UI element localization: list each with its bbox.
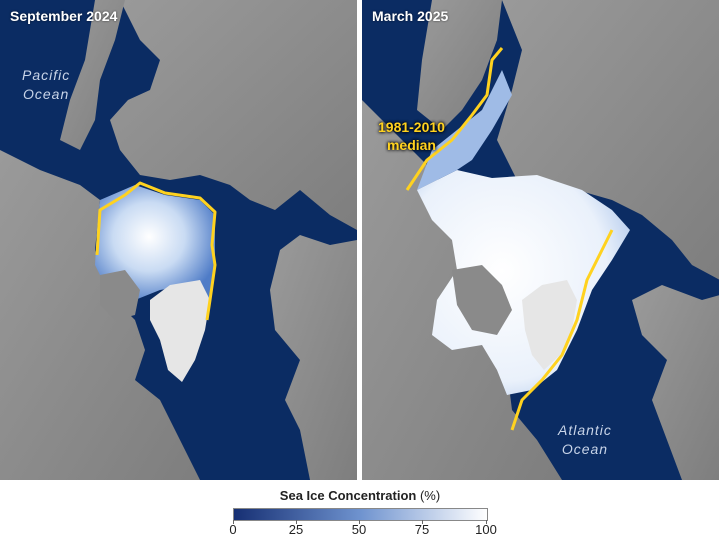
land-greenland bbox=[150, 280, 210, 382]
legend-tick-label: 75 bbox=[414, 522, 430, 537]
legend-tick-mark bbox=[296, 520, 297, 524]
ocean-label-line-1: Pacific bbox=[22, 67, 71, 83]
sea-ice-pacific-edge bbox=[417, 70, 512, 190]
legend-tick-mark bbox=[422, 520, 423, 524]
legend-color-bar bbox=[233, 508, 488, 521]
land-eurasia bbox=[110, 0, 357, 230]
legend-tick-mark bbox=[359, 520, 360, 524]
legend-title: Sea Ice Concentration (%) bbox=[0, 488, 720, 503]
land-alaska bbox=[417, 0, 502, 130]
land-scandinavia bbox=[632, 285, 719, 480]
ocean-label-line-2: Ocean bbox=[22, 86, 70, 102]
median-label-line-1: 1981-2010 bbox=[378, 119, 445, 135]
land-arctic-archipelago bbox=[100, 270, 140, 320]
ocean-label-line-2: Ocean bbox=[561, 441, 609, 457]
legend-tick-label: 100 bbox=[475, 522, 497, 537]
color-legend: Sea Ice Concentration (%) 0 25 50 75 100 bbox=[0, 480, 720, 545]
map-september-2024 bbox=[0, 0, 357, 480]
ocean-label-atlantic: Atlantic Ocean bbox=[558, 421, 612, 459]
land-alaska bbox=[60, 0, 125, 150]
land-eurasia bbox=[497, 0, 719, 280]
ocean-label-line-1: Atlantic bbox=[558, 422, 612, 438]
land-greenland bbox=[522, 280, 577, 370]
panel-title: September 2024 bbox=[10, 8, 118, 24]
legend-title-text: Sea Ice Concentration bbox=[279, 488, 417, 503]
panel-title: March 2025 bbox=[372, 8, 449, 24]
median-line bbox=[405, 47, 614, 431]
median-label: 1981-2010 median bbox=[378, 118, 445, 154]
legend-tick-label: 25 bbox=[288, 522, 304, 537]
median-line bbox=[95, 181, 217, 321]
legend-tick-mark bbox=[233, 520, 234, 524]
land-arctic-archipelago bbox=[452, 265, 512, 335]
sea-ice-extent bbox=[417, 170, 630, 395]
land-north-america bbox=[0, 150, 200, 480]
median-label-line-2: median bbox=[386, 137, 436, 153]
map-panel-september-2024: September 2024 Pacific Ocean bbox=[0, 0, 357, 480]
land-scandinavia bbox=[270, 235, 357, 480]
legend-tick-mark bbox=[486, 520, 487, 524]
legend-tick-label: 0 bbox=[229, 522, 237, 537]
legend-unit: (%) bbox=[419, 488, 441, 503]
map-panel-march-2025: March 2025 1981-2010 median Atlantic Oce… bbox=[362, 0, 719, 480]
legend-tick-label: 50 bbox=[351, 522, 367, 537]
map-march-2025 bbox=[362, 0, 719, 480]
ocean-label-pacific: Pacific Ocean bbox=[22, 66, 70, 104]
